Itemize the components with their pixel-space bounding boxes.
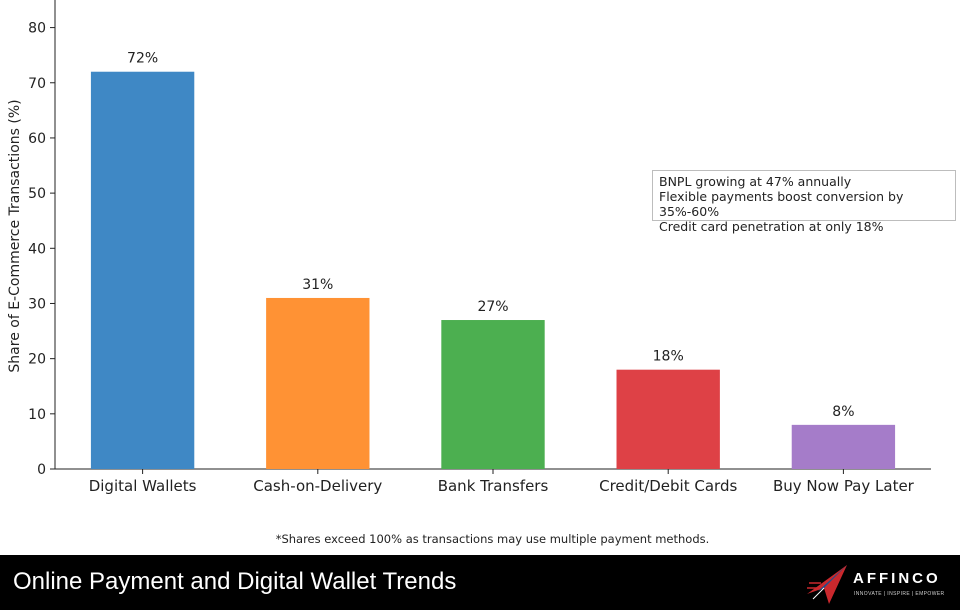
bar (441, 320, 545, 469)
x-tick-label: Digital Wallets (89, 477, 197, 495)
bar-chart: 0 10 20 30 40 50 60 70 80 Digital Wallets Cash-on-… (7, 0, 931, 495)
y-tick-label: 10 (28, 407, 46, 423)
bar (791, 424, 896, 469)
bar-value-label: 31% (302, 277, 333, 293)
bar-value-label: 8% (832, 404, 854, 420)
bar-value-label: 72% (127, 51, 158, 67)
bar (616, 369, 720, 469)
y-tick-label: 70 (28, 76, 46, 92)
footnote: *Shares exceed 100% as transactions may … (275, 532, 710, 546)
annotation-bnpl-growth: BNPL growing at 47% annually (659, 174, 852, 189)
brand-tagline: INNOVATE | INSPIRE | EMPOWER (854, 591, 945, 597)
brand-name: AFFINCO (853, 570, 941, 587)
chart-axes: 0 10 20 30 40 50 60 70 80 Digital Wallets Cash-on-… (28, 0, 931, 495)
y-tick-label: 40 (28, 241, 46, 257)
x-tick-label: Bank Transfers (438, 477, 549, 495)
y-tick-label: 20 (28, 352, 46, 368)
y-tick-label: 60 (28, 131, 46, 147)
annotation-credit-card: Credit card penetration at only 18% (659, 219, 884, 234)
y-axis-label: Share of E-Commerce Transactions (%) (7, 99, 23, 372)
page-title: Online Payment and Digital Wallet Trends (13, 568, 457, 595)
x-tick-label: Buy Now Pay Later (773, 477, 915, 495)
x-tick-label: Cash-on-Delivery (253, 477, 382, 495)
chart-bars: 72% 31% 27% 18% 8% (90, 51, 896, 470)
y-tick-label: 80 (28, 21, 46, 37)
annotation-box: BNPL growing at 47% annually Flexible pa… (652, 170, 956, 234)
y-tick-label: 30 (28, 296, 46, 312)
bar (266, 297, 370, 469)
paper-plane-icon (807, 565, 847, 604)
y-tick-label: 0 (37, 462, 46, 478)
bar-value-label: 27% (477, 299, 508, 315)
bar (90, 71, 195, 470)
brand-logo: AFFINCO INNOVATE | INSPIRE | EMPOWER (805, 561, 955, 606)
footer-bar: Online Payment and Digital Wallet Trends… (0, 555, 960, 610)
bar-value-label: 18% (653, 349, 684, 365)
y-tick-label: 50 (28, 186, 46, 202)
x-tick-label: Credit/Debit Cards (599, 477, 737, 495)
annotation-conversion: Flexible payments boost conversion by 35… (659, 189, 904, 219)
